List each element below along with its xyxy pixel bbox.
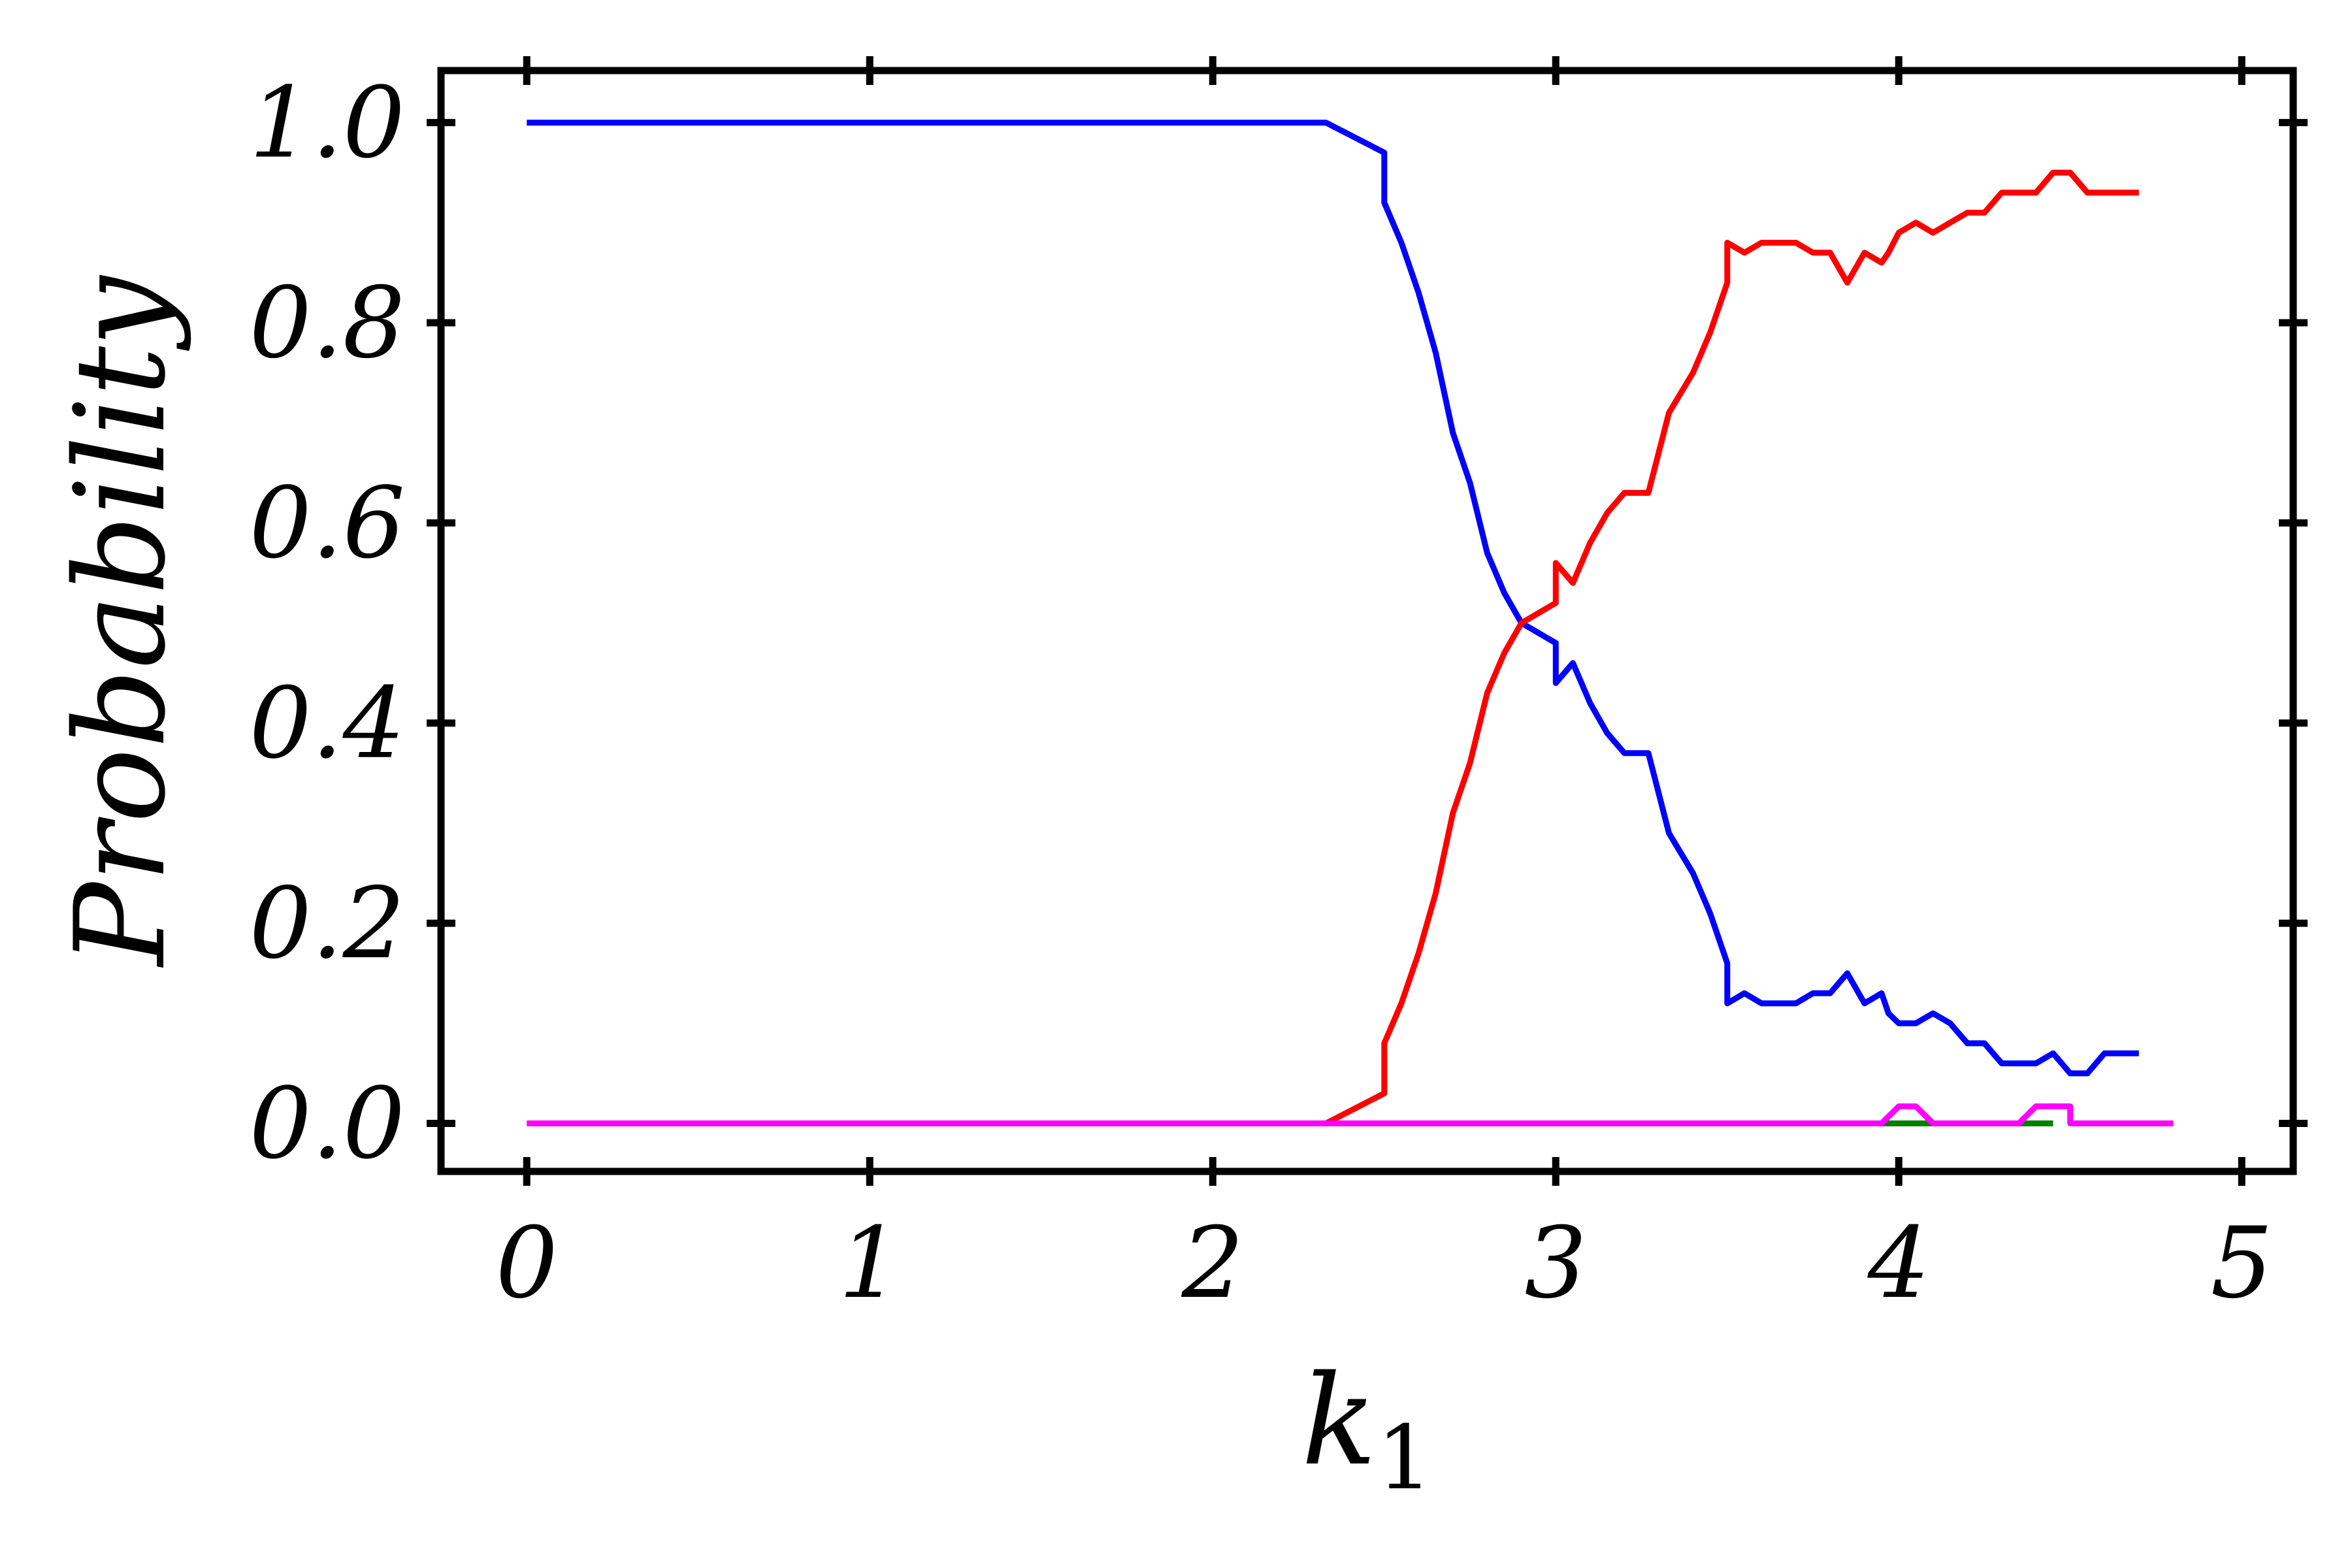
x-axis-label-main: k [1301, 1348, 1377, 1493]
series-line-0 [527, 120, 2139, 1077]
x-axis-label-subscript: 1 [1377, 1407, 1433, 1509]
y-tick-label-1: 0.2 [249, 867, 405, 981]
x-axis-label: k1 [1301, 1348, 1433, 1509]
series-line-3 [527, 1103, 2174, 1126]
x-tick-label-4: 4 [1867, 1207, 1930, 1320]
plot-frame [437, 67, 2297, 1175]
x-tick-label-5: 5 [2211, 1207, 2273, 1320]
series-line-1 [1324, 169, 2139, 1126]
y-axis-label: Probability [48, 274, 193, 968]
x-tick-label-0: 0 [496, 1207, 558, 1320]
y-tick-label-2: 0.4 [249, 667, 405, 781]
x-tick-label-2: 2 [1181, 1207, 1244, 1320]
series-layer [527, 120, 2174, 1126]
y-tick-label-4: 0.8 [249, 267, 405, 380]
y-tick-label-3: 0.6 [249, 466, 405, 580]
x-tick-label-1: 1 [839, 1207, 901, 1320]
y-tick-label-5: 1.0 [249, 67, 405, 180]
x-tick-label-3: 3 [1525, 1207, 1587, 1320]
y-tick-label-0: 0.0 [249, 1067, 405, 1181]
tick-layer: 0 1 2 3 4 5 0.0 0.2 0.4 0.6 0.8 1.0 [249, 56, 2308, 1320]
